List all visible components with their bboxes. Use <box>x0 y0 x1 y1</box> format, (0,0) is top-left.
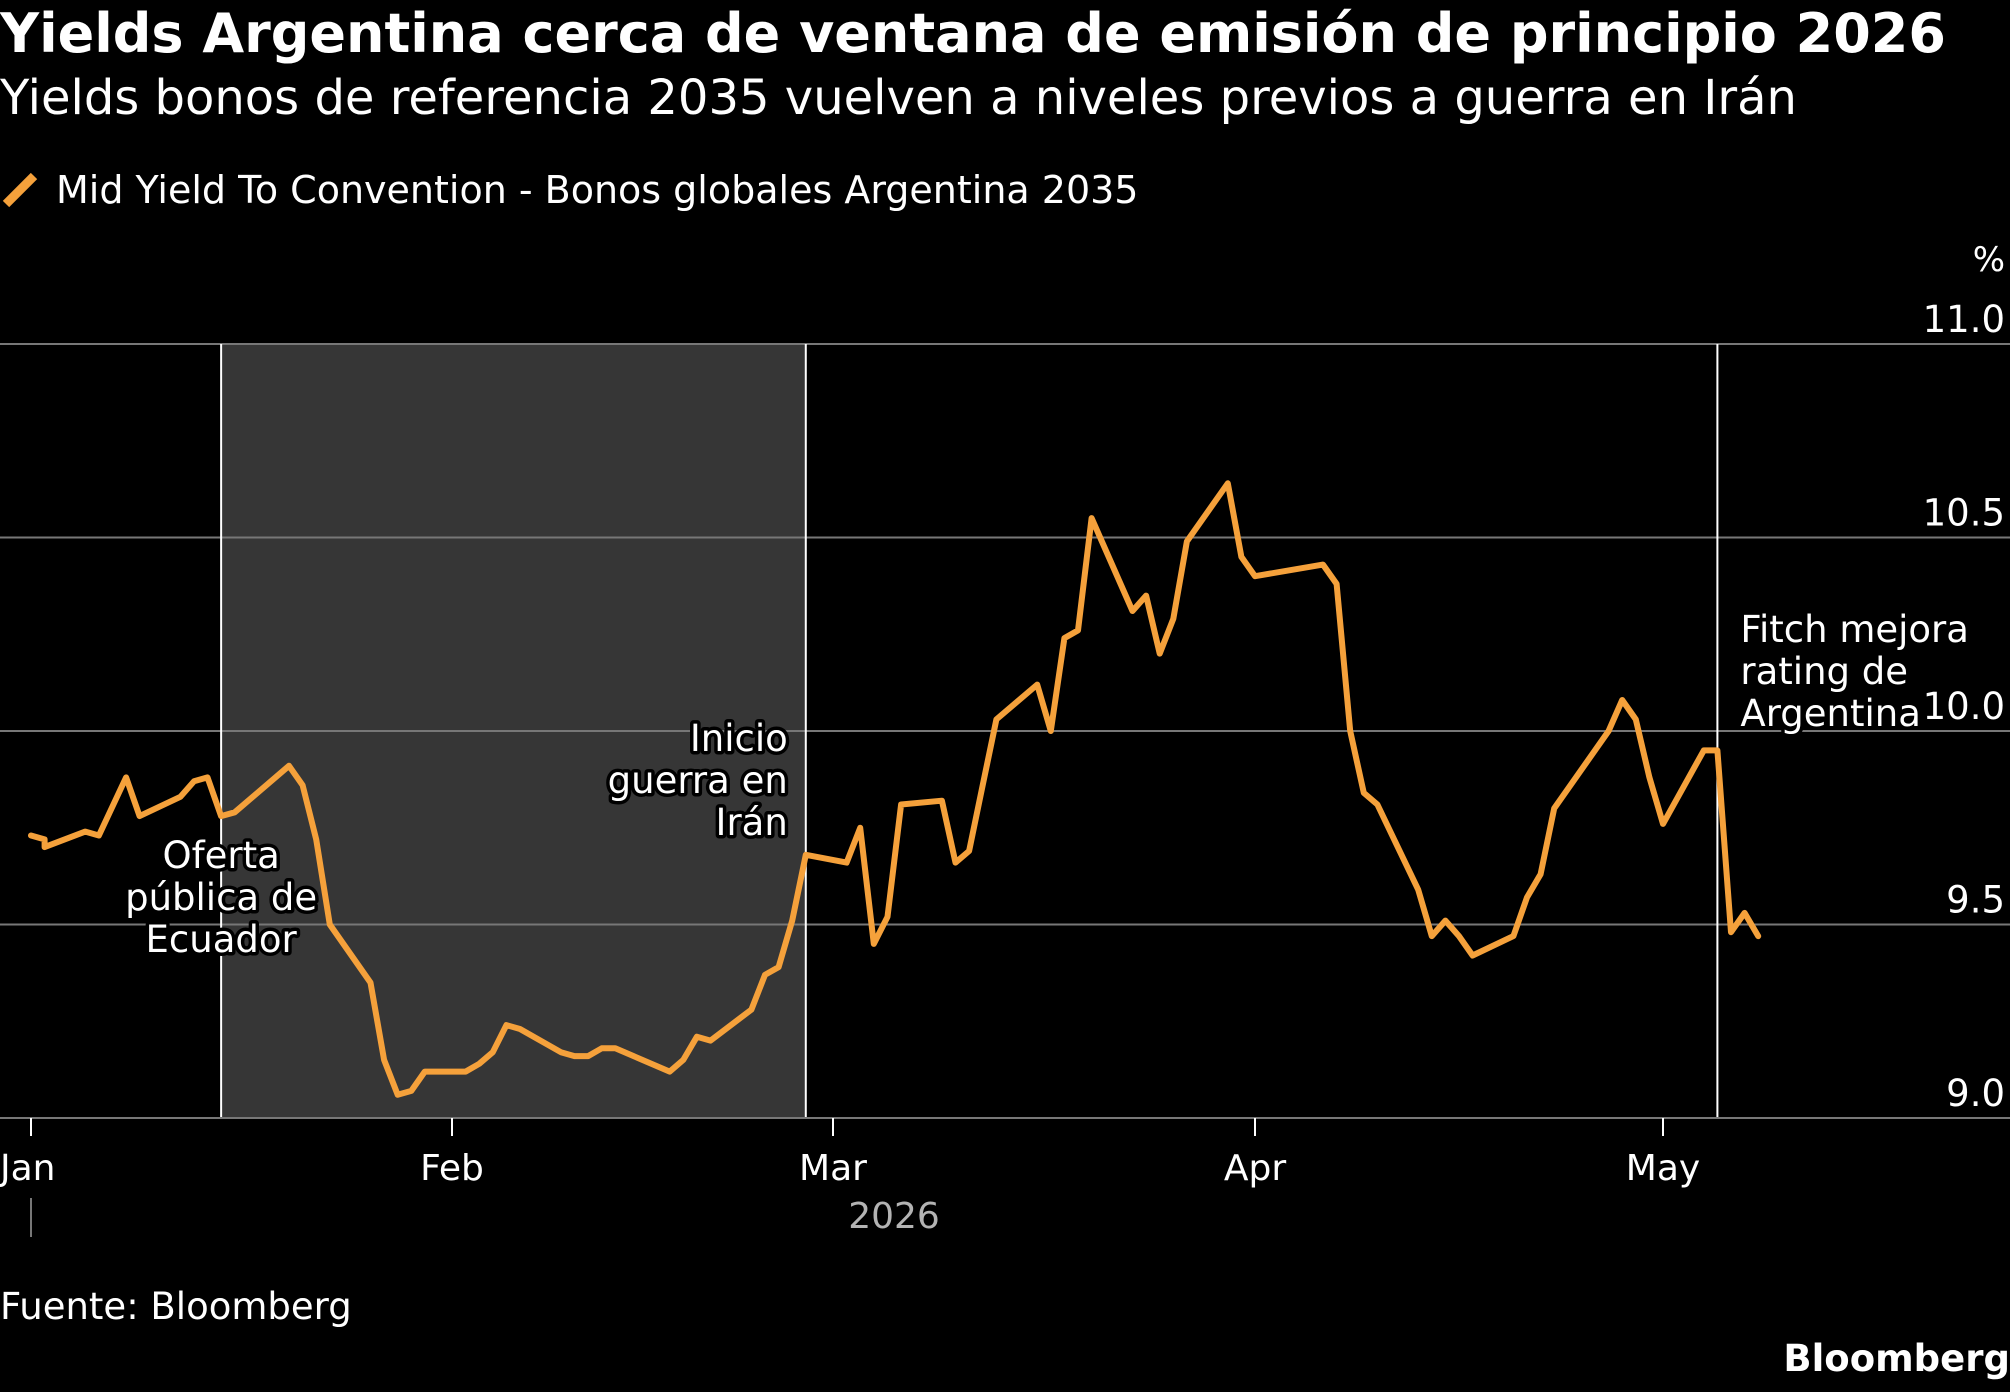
y-tick-label: 10.0 <box>1923 685 2005 728</box>
legend-label: Mid Yield To Convention - Bonos globales… <box>56 168 1139 212</box>
source-note: Fuente: Bloomberg <box>0 1285 352 1328</box>
chart-title: Yields Argentina cerca de ventana de emi… <box>0 2 1946 65</box>
y-tick-label: 11.0 <box>1923 298 2005 341</box>
x-year-label: 2026 <box>848 1196 940 1237</box>
series-line <box>28 480 1762 1098</box>
x-tick-label: Apr <box>1224 1148 1286 1189</box>
line-chart: % 9.0 9.5 10.0 10.5 11.0 Jan Feb Mar Apr May 2026 Of… <box>0 240 2010 1237</box>
x-tick-label: Mar <box>799 1148 867 1189</box>
bloomberg-logo: Bloomberg <box>1783 1337 2010 1380</box>
y-tick-label: 10.5 <box>1923 492 2005 535</box>
x-tick-label: May <box>1626 1148 1700 1189</box>
annotation-line: Ecuador <box>146 918 298 961</box>
chart-subtitle: Yields bonos de referencia 2035 vuelven … <box>0 70 1797 126</box>
diagonal-line-icon <box>2 172 38 208</box>
y-axis-unit: % <box>1973 240 2005 280</box>
annotation-line: Oferta <box>162 834 279 877</box>
annotation-line: Argentina <box>1740 692 1920 735</box>
annotation-label: Inicio guerra en Irán <box>608 717 788 844</box>
annotation-line: Irán <box>716 801 788 844</box>
annotation-line: rating de <box>1740 650 1908 693</box>
y-tick-label: 9.0 <box>1946 1072 2005 1115</box>
annotation-line: Fitch mejora <box>1740 608 1969 651</box>
y-tick-label: 9.5 <box>1946 879 2005 922</box>
legend: Mid Yield To Convention - Bonos globales… <box>0 162 1138 218</box>
annotation-line: guerra en <box>608 759 788 802</box>
x-tick-label: Jan <box>0 1148 56 1189</box>
annotation-label: Oferta pública de Ecuador <box>125 834 317 961</box>
annotation-line: pública de <box>125 876 317 919</box>
x-tick-label: Feb <box>420 1148 484 1189</box>
annotation-line: Inicio <box>690 717 788 760</box>
annotation-label: Fitch mejora rating de Argentina <box>1740 608 1969 735</box>
